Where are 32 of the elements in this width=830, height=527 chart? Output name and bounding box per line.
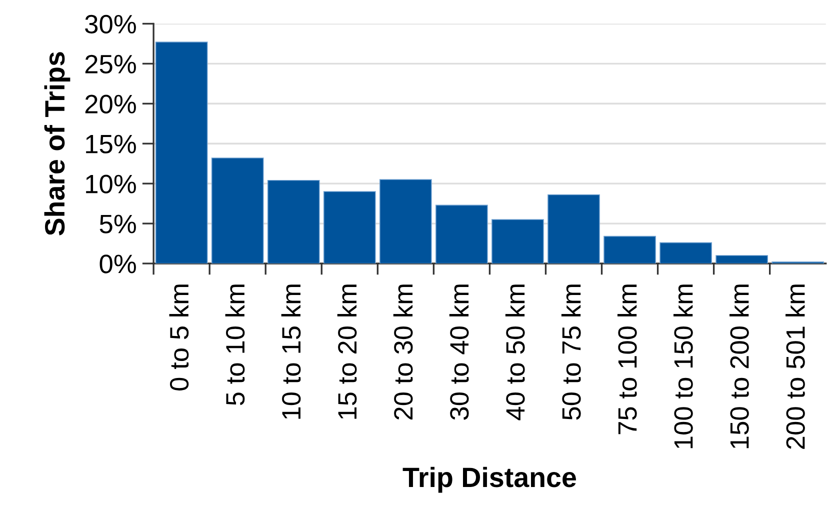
y-tick-label: 30%: [85, 14, 136, 34]
y-tick-label: 20%: [85, 94, 136, 114]
bar: [435, 204, 488, 264]
x-tick-label: 20 to 30 km: [393, 284, 413, 420]
y-tick-label: 10%: [86, 174, 136, 194]
y-tick-label: 0%: [100, 254, 136, 274]
bar: [155, 42, 208, 264]
x-tick-label: 50 to 75 km: [561, 284, 581, 420]
x-tick-label: 10 to 15 km: [281, 284, 301, 419]
x-tick-label: 75 to 100 km: [617, 284, 637, 434]
x-tick-label: 40 to 50 km: [505, 284, 525, 420]
y-tick-label: 15%: [86, 134, 136, 154]
x-tick-label: 100 to 150 km: [673, 284, 693, 448]
y-axis-title: Share of Trips: [44, 52, 70, 236]
x-tick-label: 30 to 40 km: [449, 284, 469, 420]
y-tick-label: 25%: [85, 54, 136, 74]
bar: [492, 219, 544, 264]
bar: [660, 242, 712, 264]
bar: [379, 179, 432, 264]
y-tick-label: 5%: [100, 214, 136, 234]
bar: [604, 236, 656, 264]
x-axis-title: Trip Distance: [402, 466, 576, 493]
bar: [548, 194, 600, 264]
x-tick-label: 15 to 20 km: [337, 284, 357, 419]
bar: [716, 255, 768, 264]
x-tick-label: 0 to 5 km: [169, 284, 189, 390]
x-tick-label: 150 to 200 km: [730, 284, 749, 448]
x-tick-label: 5 to 10 km: [225, 284, 245, 406]
bar: [323, 191, 376, 264]
bar: [211, 158, 264, 264]
bar: [267, 180, 320, 264]
x-tick-label: 200 to 501 km: [786, 284, 805, 449]
